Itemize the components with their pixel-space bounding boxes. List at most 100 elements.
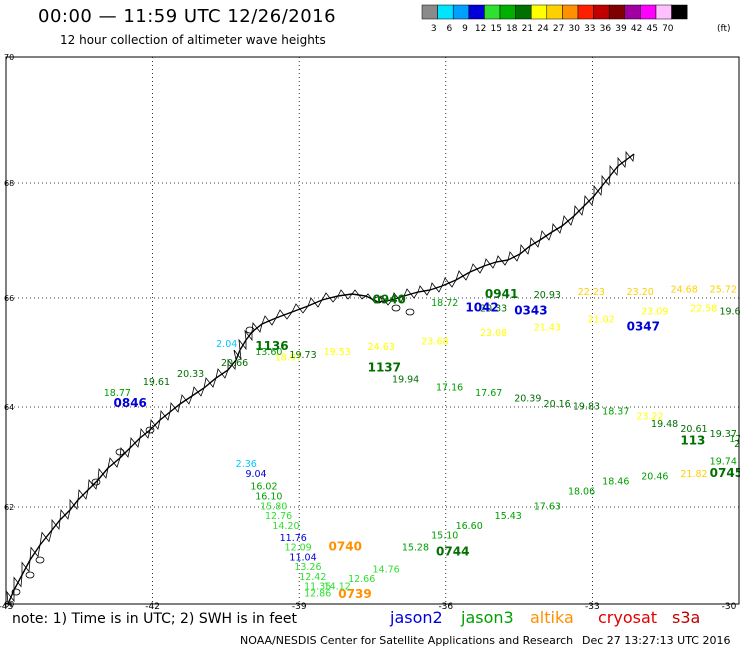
map-note: note: 1) Time is in UTC; 2) SWH is in fe… — [12, 611, 298, 627]
latitude-label: 68 — [4, 179, 14, 188]
colorbar-tick-label: 36 — [600, 24, 612, 34]
wave-height-value: 20.36 — [734, 439, 740, 450]
pass-time-label: 0941 — [485, 287, 518, 301]
island — [145, 426, 155, 434]
pass-time-label: 1137 — [368, 361, 401, 375]
map-frame — [5, 56, 740, 605]
latitude-label: 64 — [4, 403, 14, 412]
island — [115, 448, 125, 456]
legend-altika: altika — [530, 608, 574, 627]
wave-height-value: 18.46 — [602, 477, 629, 488]
colorbar-tick-label: 3 — [431, 24, 437, 34]
wave-height-value: 20.66 — [221, 358, 248, 369]
wave-height-value: 17.63 — [534, 501, 561, 512]
wave-height-value: 19.37 — [710, 429, 737, 440]
wave-height-value: 25.72 — [710, 284, 737, 295]
colorbar-tick-label: 21 — [522, 24, 533, 34]
wave-height-value: 11.76 — [280, 533, 307, 544]
wave-height-value: 19.48 — [651, 419, 678, 430]
colorbar-tick-label: 70 — [662, 24, 674, 34]
longitude-label: -33 — [585, 602, 600, 612]
latitude-label: 66 — [4, 294, 14, 303]
pass-time-label: 0744 — [436, 545, 469, 559]
wave-height-value: 20.16 — [544, 399, 571, 410]
legend-jason3: jason3 — [461, 608, 514, 627]
island — [25, 571, 35, 579]
wave-height-value: 20.46 — [641, 472, 668, 483]
wave-height-value: 16.02 — [250, 482, 277, 493]
colorbar-tick-label: 30 — [568, 24, 580, 34]
island — [391, 304, 401, 312]
wave-height-value: 24.63 — [368, 342, 395, 353]
pass-time-label: 0846 — [114, 396, 147, 410]
wave-height-value: 23.68 — [421, 336, 448, 347]
longitude-label: -36 — [438, 602, 453, 612]
pass-time-label: 113 — [680, 434, 705, 448]
wave-height-value: 15.43 — [495, 511, 522, 522]
legend-jason2: jason2 — [390, 608, 443, 627]
pass-time-label: 1136 — [255, 339, 288, 353]
island — [373, 296, 383, 304]
wave-height-value: 12.86 — [304, 589, 331, 600]
longitude-label: -42 — [145, 602, 160, 612]
wave-height-value: 14.20 — [272, 521, 299, 532]
wave-height-value: 19.61 — [143, 377, 170, 388]
longitude-label: -39 — [292, 602, 307, 612]
pass-time-label: 1042 — [465, 301, 498, 315]
wave-height-value: 17.87 — [729, 434, 740, 445]
wave-height-value: 18.37 — [602, 407, 629, 418]
wave-height-value: 13.26 — [294, 562, 321, 573]
wave-height-value: 13.60 — [255, 347, 282, 358]
wave-height-value: 23.22 — [636, 412, 663, 423]
longitude-label: -30 — [722, 602, 737, 612]
pass-time-label: 0739 — [338, 587, 371, 601]
wave-height-value: 18.72 — [431, 298, 458, 309]
wave-height-value: 20.39 — [514, 394, 541, 405]
colorbar-tick-label: 15 — [490, 24, 501, 34]
wave-height-value: 16.10 — [255, 492, 282, 503]
wave-height-value: 16.60 — [456, 521, 483, 532]
colorbar-swatch — [671, 4, 688, 20]
pass-time-label: 0745 — [710, 466, 740, 480]
wave-height-value: 21.43 — [534, 323, 561, 334]
colorbar-tick-label: 39 — [615, 24, 627, 34]
wave-height-value: 2.36 — [236, 459, 257, 470]
credit-line: NOAA/NESDIS Center for Satellite Applica… — [240, 634, 574, 647]
wave-height-value: 17.67 — [475, 388, 502, 399]
island — [11, 588, 21, 596]
wave-height-value: 23.20 — [627, 287, 654, 298]
latitude-label: 62 — [4, 503, 14, 512]
coastline — [6, 150, 635, 605]
pass-time-label: 0740 — [329, 540, 362, 554]
wave-height-value: 18.97 — [275, 353, 302, 364]
wave-height-value: 2.04 — [216, 339, 237, 350]
wave-height-value: 19.53 — [324, 347, 351, 358]
map-title: 00:00 — 11:59 UTC 12/26/2016 — [38, 6, 337, 27]
colorbar-tick-label: 27 — [553, 24, 564, 34]
wave-height-value: 18.06 — [568, 487, 595, 498]
wave-height-value: 15.10 — [431, 531, 458, 542]
wave-height-labels: 2.369.0416.0216.1015.8012.7614.2011.7612… — [104, 284, 740, 601]
legend-s3a: s3a — [672, 608, 701, 627]
wave-height-value: 11.04 — [289, 552, 316, 563]
wave-height-value: 21.82 — [680, 469, 707, 480]
wave-height-value: 20.61 — [680, 424, 707, 435]
wave-height-value: 23.09 — [641, 306, 668, 317]
wave-height-value: 9.04 — [245, 469, 266, 480]
pass-time-label: 0347 — [627, 320, 660, 334]
wave-height-value: 23.08 — [480, 328, 507, 339]
wave-height-value: 19.83 — [573, 402, 600, 413]
wave-height-value: 18.77 — [104, 388, 131, 399]
wave-height-value: 11.35 — [304, 581, 331, 592]
wave-height-value: 20.93 — [534, 290, 561, 301]
wave-height-value: 19.6 — [719, 306, 740, 317]
color-scale-bar: 3 6 9 12 15 18 21 24 27 30 33 36 39 42 45 70 (ft) — [421, 4, 731, 34]
wave-height-value: 19.94 — [392, 374, 419, 385]
legend-cryosat: cryosat — [598, 608, 658, 627]
wave-height-value: 19.74 — [710, 457, 737, 468]
island — [91, 478, 101, 486]
map-subtitle: 12 hour collection of altimeter wave hei… — [60, 33, 326, 47]
coastline-path — [7, 153, 635, 605]
colorbar-tick-label: 42 — [631, 24, 642, 34]
